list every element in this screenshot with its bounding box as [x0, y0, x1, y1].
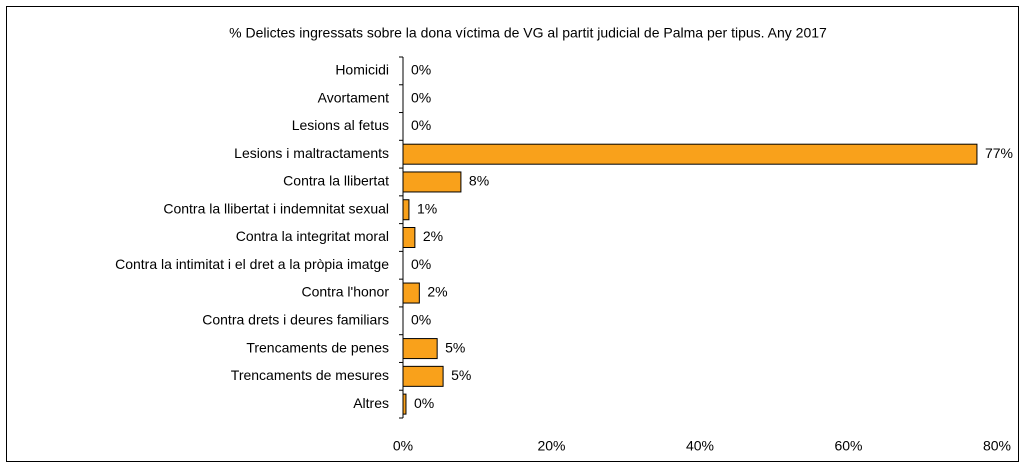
y-tick-label: Trencaments de penes [246, 339, 389, 355]
bar [402, 227, 416, 248]
value-label: 77% [985, 145, 1013, 161]
y-tick-label: Altres [353, 395, 389, 411]
value-label: 2% [423, 228, 443, 244]
value-label: 0% [411, 62, 431, 78]
bar [402, 393, 407, 415]
value-label: 0% [414, 395, 434, 411]
value-label: 0% [411, 117, 431, 133]
y-tick-label: Contra l'honor [302, 284, 390, 300]
y-tick-label: Lesions al fetus [292, 117, 389, 133]
bar [402, 338, 438, 360]
x-tick-label: 80% [983, 438, 1011, 454]
y-tick-label: Lesions i maltractaments [234, 145, 389, 161]
y-tick-label: Contra la intimitat i el dret a la pròpi… [115, 256, 389, 272]
bar [402, 365, 444, 387]
y-tick-label: Contra la llibertat i indemnitat sexual [163, 200, 389, 216]
y-tick-label: Contra drets i deures familiars [202, 312, 389, 328]
value-label: 8% [469, 173, 489, 189]
chart-title: % Delictes ingressats sobre la dona víct… [229, 25, 827, 41]
y-tick-label: Contra la integritat moral [236, 228, 389, 244]
y-tick-label: Trencaments de mesures [231, 367, 389, 383]
bar [402, 282, 420, 304]
value-label: 5% [445, 339, 465, 355]
value-label: 5% [451, 367, 471, 383]
x-tick-label: 40% [686, 438, 714, 454]
value-label: 1% [417, 200, 437, 216]
bar [402, 171, 462, 193]
chart-border [6, 6, 1019, 462]
x-tick-label: 60% [834, 438, 862, 454]
value-label: 0% [411, 89, 431, 105]
value-label: 0% [411, 312, 431, 328]
y-tick-label: Contra la llibertat [283, 173, 389, 189]
y-tick-label: Avortament [318, 89, 389, 105]
bar [402, 199, 410, 221]
value-label: 2% [427, 284, 447, 300]
y-tick-label: Homicidi [335, 62, 389, 78]
x-tick-label: 20% [537, 438, 565, 454]
bar [402, 143, 978, 165]
value-label: 0% [411, 256, 431, 272]
x-tick-label: 0% [393, 438, 413, 454]
